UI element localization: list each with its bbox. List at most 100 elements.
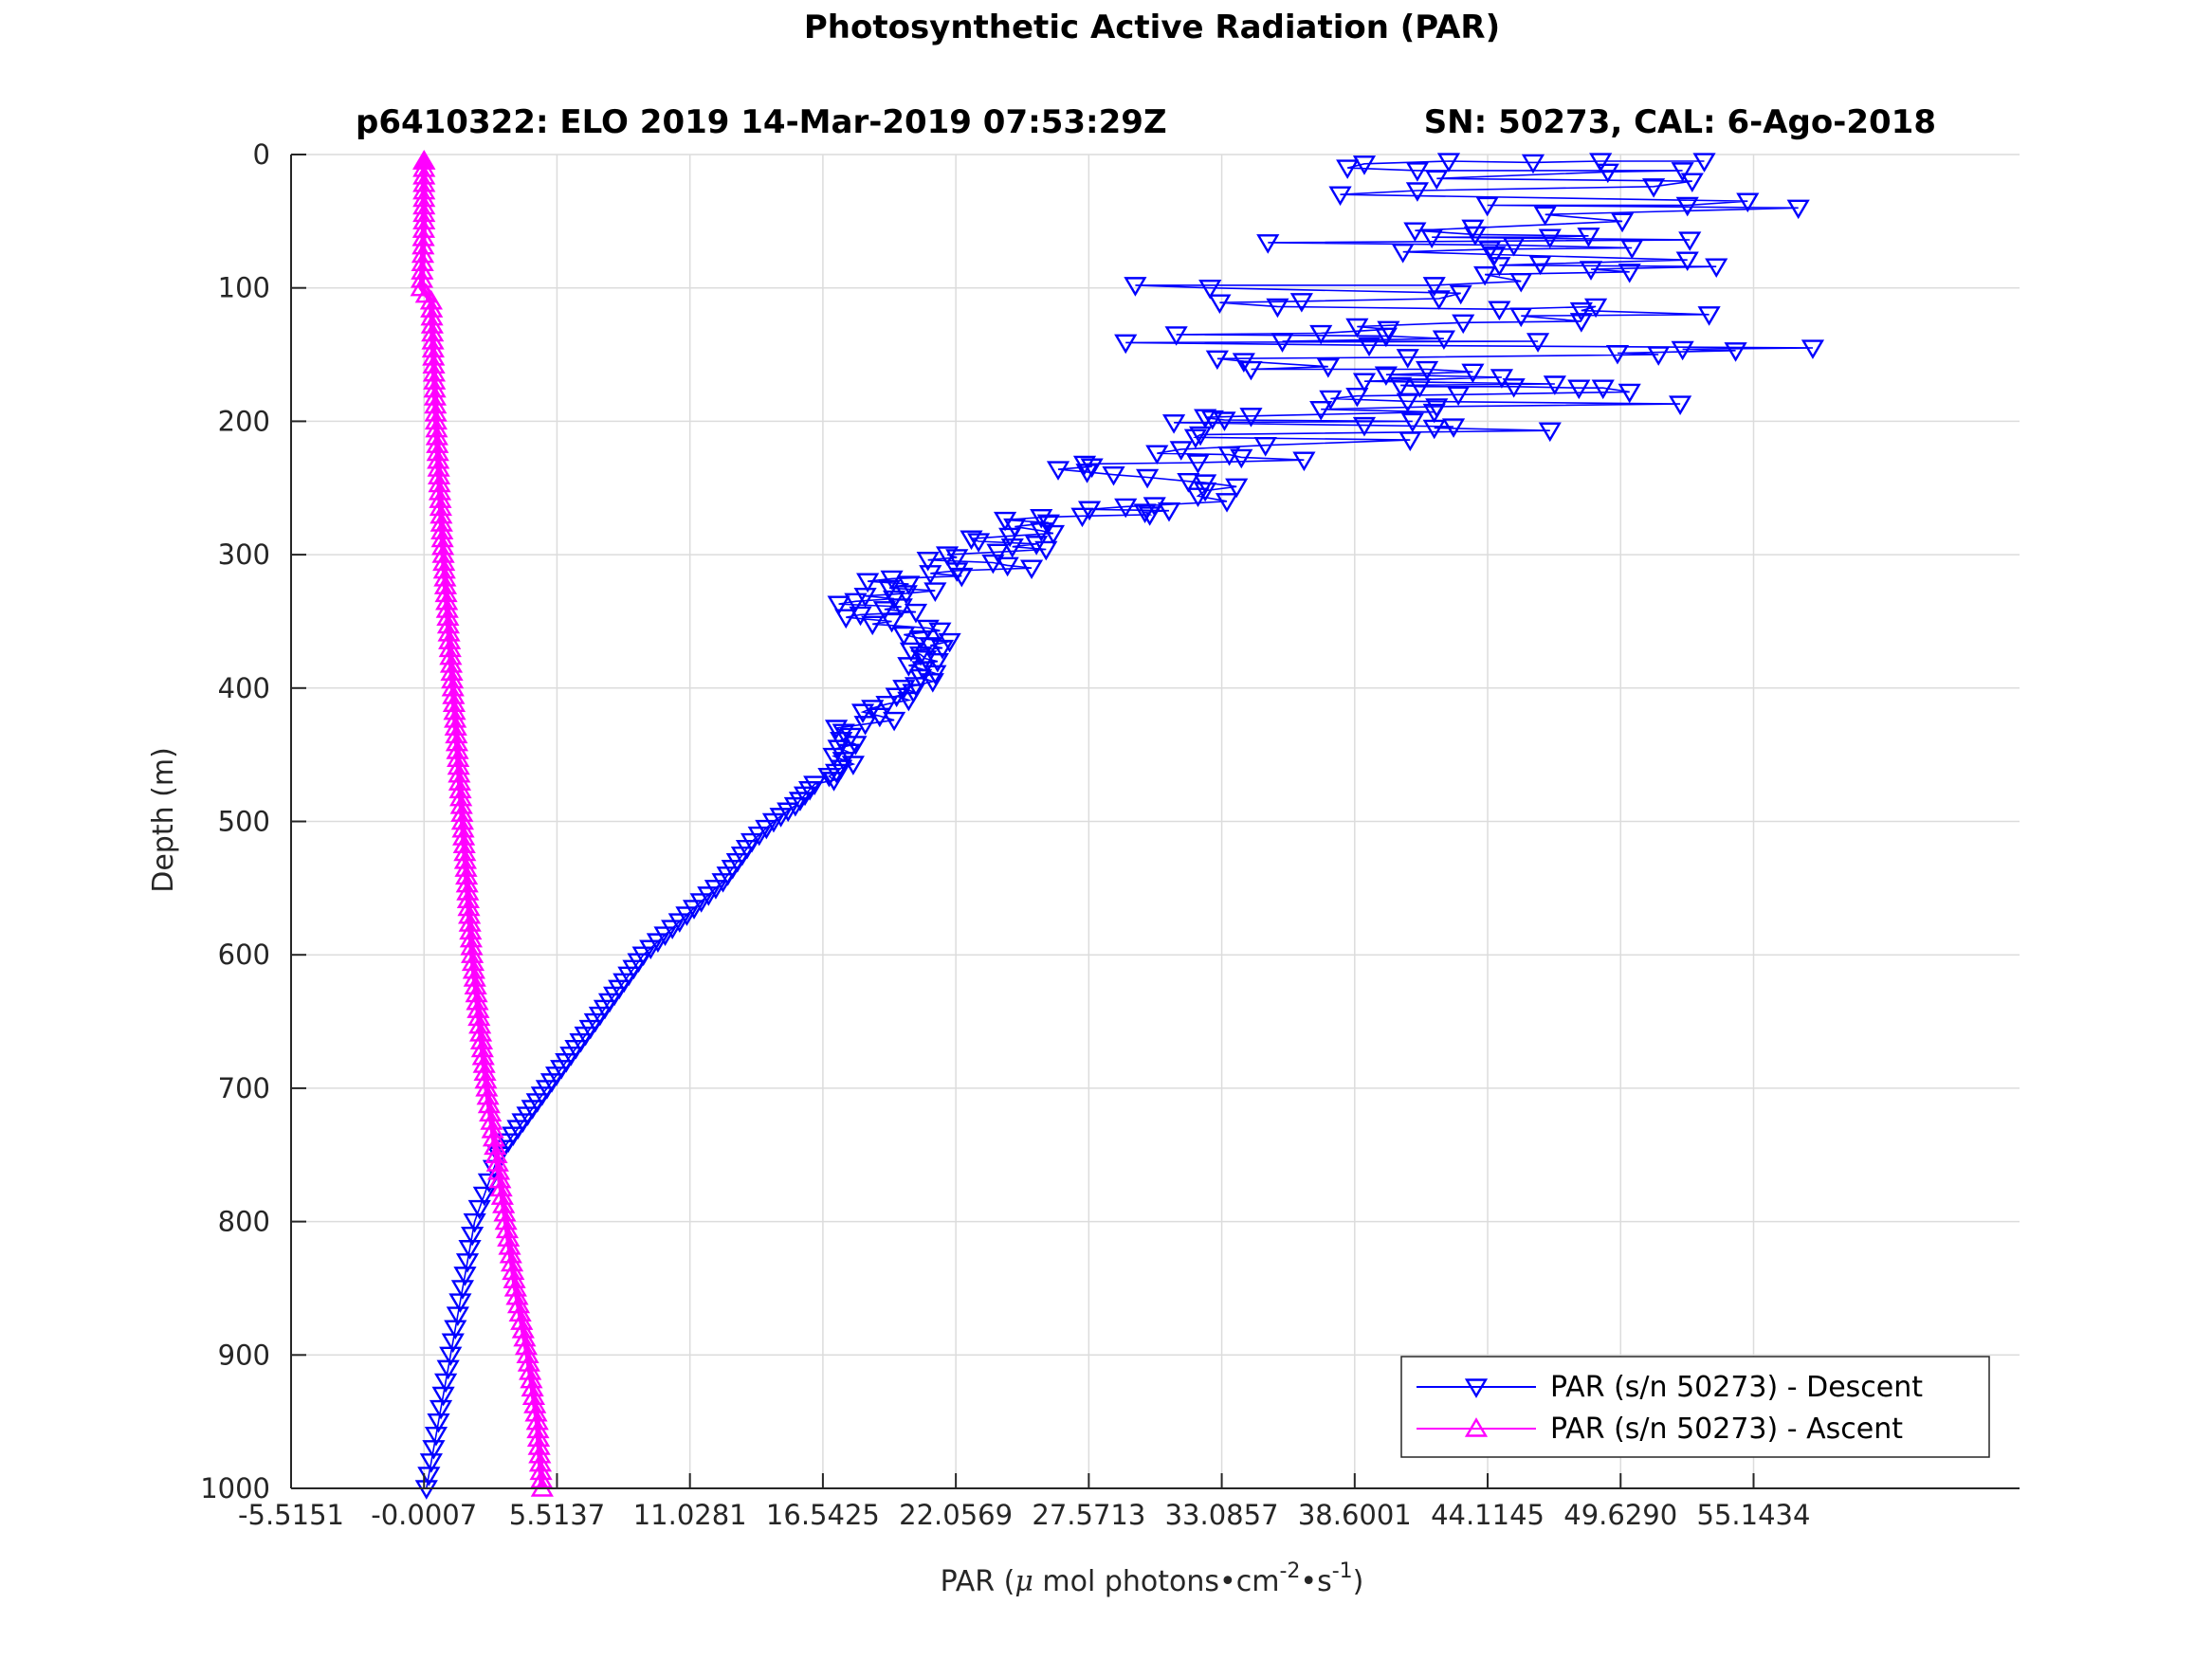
data-point [422,1440,446,1460]
y-axis-label: Depth (m) [147,747,180,893]
x-axis-label-mu: μ [1015,1565,1033,1598]
data-point [472,1186,496,1207]
data-point [464,975,487,995]
x-tick-label: 38.6001 [1298,1499,1412,1531]
data-point [1422,277,1446,297]
data-point [458,1240,482,1260]
data-point [793,786,817,807]
data-point [897,575,921,595]
data-point [1157,501,1181,522]
x-axis-label-prefix: PAR ( [941,1565,1015,1598]
data-point [904,603,928,624]
data-point [1473,265,1497,286]
data-point [468,1022,493,1042]
data-point [410,268,434,288]
x-tick-label: 22.0569 [899,1499,1013,1531]
data-point [661,920,685,939]
data-point [1692,153,1716,173]
data-point [1352,373,1377,393]
data-point [1377,320,1400,341]
legend-box [1400,1356,1990,1458]
data-point [1642,178,1666,198]
x-tick-label: 11.0281 [633,1499,747,1531]
x-axis-label-main: mol photons•cm [1033,1565,1280,1598]
data-point [967,533,991,553]
data-point [520,1368,543,1389]
data-point [450,1280,475,1300]
x-tick-label: -5.5151 [238,1499,344,1531]
data-point [1596,163,1619,184]
series-layer [410,150,1825,1500]
data-point [916,552,940,572]
y-tick-label: 600 [218,939,270,971]
data-point [682,900,706,920]
data-point [1352,155,1377,175]
data-point [477,1093,502,1114]
data-point [1143,497,1166,517]
data-point [996,556,1019,577]
data-point [1077,501,1102,521]
x-axis-label-sup2: -1 [1332,1559,1353,1583]
data-point [861,615,885,636]
data-point [1422,403,1446,424]
data-point [1447,386,1471,407]
data-point [1420,228,1444,249]
data-point [908,646,933,666]
data-point [960,530,983,551]
data-point [1490,369,1514,389]
data-point [923,582,947,602]
data-point [1403,222,1427,243]
data-point [1488,257,1511,277]
data-point [897,657,921,677]
data-point [521,1376,544,1397]
data-point [1405,182,1430,202]
data-point [467,1006,491,1027]
data-point [697,886,721,906]
data-point [1289,293,1313,313]
data-point [1538,228,1562,249]
data-point [526,1418,550,1439]
data-point [853,716,877,736]
data-point [1034,540,1058,561]
x-tick-label: 44.1145 [1431,1499,1545,1531]
x-axis-label-suffix: ) [1353,1565,1364,1598]
data-point [1208,294,1232,315]
data-point [1389,376,1413,397]
data-point [1461,363,1485,384]
data-point [1452,314,1475,335]
y-tick-label: 500 [218,806,270,838]
data-point [1080,458,1104,479]
x-tick-labels: -5.5151 -0.0007 5.5137 11.0281 16.5425 22.056… [238,1499,1810,1531]
data-point [1102,465,1125,486]
data-point [938,632,961,653]
data-point [853,588,877,608]
data-point [834,609,858,629]
data-point [1374,327,1398,348]
data-point [481,1119,504,1139]
data-point [485,1152,509,1172]
data-point [486,1159,511,1180]
x-tick-label: 16.5425 [766,1499,880,1531]
data-point [1194,482,1217,502]
data-point [950,567,974,588]
y-tick-label: 800 [218,1206,270,1238]
data-point [514,1335,539,1356]
data-point [1526,333,1550,353]
data-point [492,1194,516,1213]
data-point [1319,390,1343,410]
data-point [646,933,670,953]
data-point [849,606,872,627]
data-point [436,1359,460,1380]
data-point [1427,290,1451,310]
data-point [653,926,677,946]
data-point [528,1451,553,1472]
y-tick-label: 900 [218,1339,270,1371]
data-point [1425,170,1449,191]
data-point [1075,464,1099,483]
legend-item: PAR (s/n 50273) - Ascent [1417,1413,1903,1446]
data-point [1483,246,1507,266]
data-point [444,1320,467,1340]
data-point [490,1185,514,1205]
data-point [1198,280,1222,300]
data-point [1509,272,1533,293]
